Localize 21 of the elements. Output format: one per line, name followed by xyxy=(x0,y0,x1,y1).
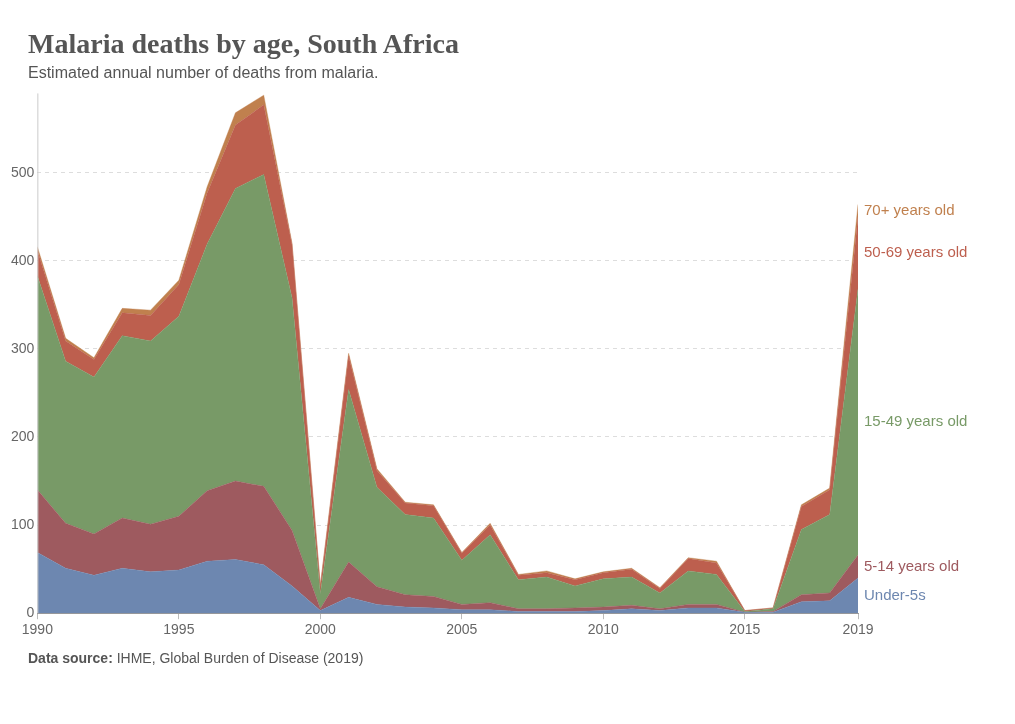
y-tick-label: 0 xyxy=(26,604,35,621)
series-label: 5-14 years old xyxy=(864,556,960,574)
x-tick-label: 2015 xyxy=(729,621,761,638)
x-tick-label: 2005 xyxy=(446,621,478,638)
series-label: 70+ years old xyxy=(864,200,955,218)
y-tick-label: 500 xyxy=(11,163,35,180)
source-note: Data source: IHME, Global Burden of Disease (2019) xyxy=(28,650,365,666)
series-label: 50-69 years old xyxy=(864,243,968,260)
x-tick-label: 2019 xyxy=(842,621,874,638)
chart-subtitle: Estimated annual number of deaths from malaria. xyxy=(28,64,380,82)
x-tick-label: 2010 xyxy=(587,621,620,638)
y-tick-label: 100 xyxy=(11,515,35,532)
x-tick-label: 2000 xyxy=(304,621,337,638)
chart-title: Malaria deaths by age, South Africa xyxy=(28,28,460,60)
x-tick-label: 1995 xyxy=(163,621,195,638)
y-tick-label: 200 xyxy=(11,427,35,444)
series-label: Under-5s xyxy=(864,585,926,603)
y-tick-label: 400 xyxy=(11,251,35,268)
y-tick-label: 300 xyxy=(11,339,35,356)
series-label: 15-49 years old xyxy=(864,412,968,430)
x-tick-label: 1990 xyxy=(21,621,54,638)
